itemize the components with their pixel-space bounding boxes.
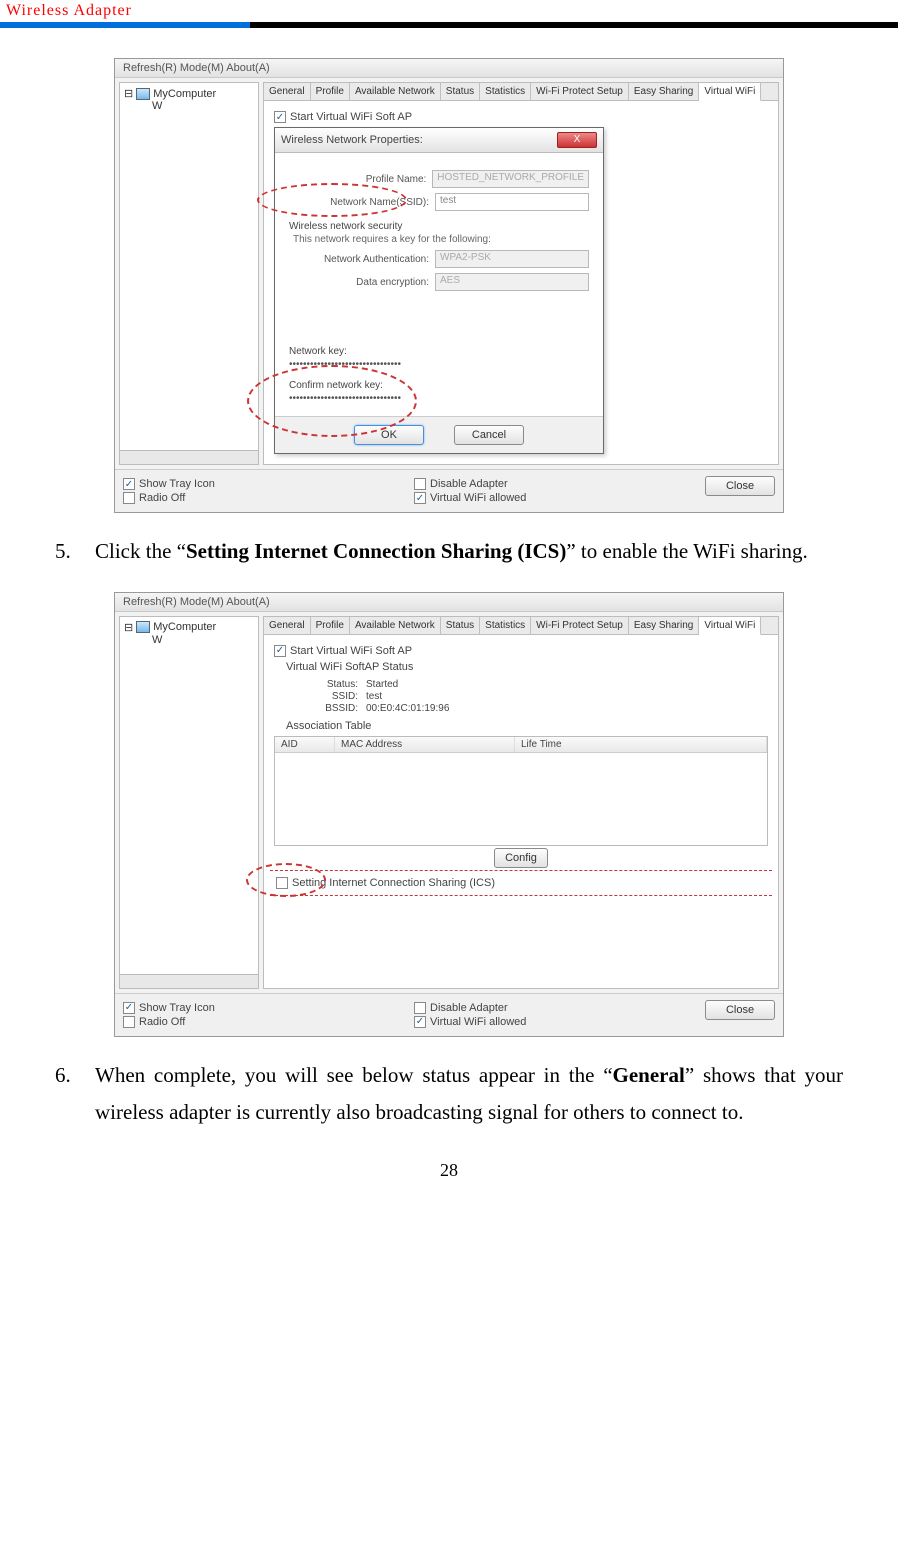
profile-name-label: Profile Name:: [289, 174, 426, 185]
ics-label: Setting Internet Connection Sharing (ICS…: [292, 877, 495, 889]
menu-bar-2: Refresh(R) Mode(M) About(A): [115, 593, 783, 612]
close-icon[interactable]: X: [557, 132, 597, 148]
tab-profile[interactable]: Profile: [311, 83, 350, 100]
tab-statistics-2[interactable]: Statistics: [480, 617, 531, 634]
header-divider: [0, 22, 898, 28]
device-tree-2: ⊟ MyComputer W: [119, 616, 259, 989]
encryption-field: AES: [435, 273, 589, 291]
screenshot-status: Refresh(R) Mode(M) About(A) ⊟ MyComputer…: [114, 592, 784, 1037]
col-mac: MAC Address: [335, 737, 515, 752]
encryption-label: Data encryption:: [289, 277, 429, 288]
close-button[interactable]: Close: [705, 476, 775, 496]
tab-general-2[interactable]: General: [264, 617, 311, 634]
checkbox-vwifi-2[interactable]: ✓: [414, 1016, 426, 1028]
step-5-number: 5.: [55, 533, 95, 570]
tab-easy[interactable]: Easy Sharing: [629, 83, 699, 100]
network-key-field[interactable]: ••••••••••••••••••••••••••••••••: [289, 359, 589, 370]
tab-status-2[interactable]: Status: [441, 617, 480, 634]
tab-general[interactable]: General: [264, 83, 311, 100]
tab-wps[interactable]: Wi-Fi Protect Setup: [531, 83, 629, 100]
auth-label: Network Authentication:: [289, 254, 429, 265]
status-ssid-label: SSID:: [298, 691, 358, 702]
checkbox-radio-2[interactable]: [123, 1016, 135, 1028]
ssid-field[interactable]: test: [435, 193, 589, 211]
tab-strip: General Profile Available Network Status…: [264, 83, 778, 101]
step-6: 6. When complete, you will see below sta…: [55, 1057, 843, 1131]
tab-available[interactable]: Available Network: [350, 83, 441, 100]
close-button-2[interactable]: Close: [705, 1000, 775, 1020]
disable-adapter-label: Disable Adapter: [430, 478, 508, 490]
tree-root: MyComputer: [153, 88, 216, 100]
checkbox-start-ap-2[interactable]: ✓: [274, 645, 286, 657]
tab-wps-2[interactable]: Wi-Fi Protect Setup: [531, 617, 629, 634]
checkbox-start-ap[interactable]: ✓: [274, 111, 286, 123]
checkbox-disable[interactable]: [414, 478, 426, 490]
page-number: 28: [55, 1160, 843, 1181]
auth-field: WPA2-PSK: [435, 250, 589, 268]
network-key-label: Network key:: [289, 346, 589, 357]
radio-off-label: Radio Off: [139, 492, 185, 504]
computer-icon: [136, 88, 150, 100]
start-ap-label-2: Start Virtual WiFi Soft AP: [290, 645, 412, 657]
tree-sub: W: [152, 100, 254, 112]
device-tree: ⊟ MyComputer W: [119, 82, 259, 465]
step-6-number: 6.: [55, 1057, 95, 1131]
config-button[interactable]: Config: [494, 848, 548, 868]
assoc-table-header: Association Table: [286, 720, 768, 732]
status-value: Started: [366, 679, 398, 690]
step-5-text: Click the “Setting Internet Connection S…: [95, 533, 843, 570]
col-life: Life Time: [515, 737, 767, 752]
vwifi-allowed-label: Virtual WiFi allowed: [430, 492, 526, 504]
tray-label: Show Tray Icon: [139, 478, 215, 490]
col-aid: AID: [275, 737, 335, 752]
computer-icon: [136, 621, 150, 633]
wireless-properties-dialog: Wireless Network Properties: X Profile N…: [274, 127, 604, 454]
dialog-title: Wireless Network Properties:: [281, 134, 423, 146]
tray-label-2: Show Tray Icon: [139, 1002, 215, 1014]
step-6-text: When complete, you will see below status…: [95, 1057, 843, 1131]
step-5: 5. Click the “Setting Internet Connectio…: [55, 533, 843, 570]
checkbox-radio[interactable]: [123, 492, 135, 504]
tab-statistics[interactable]: Statistics: [480, 83, 531, 100]
tab-virtual-wifi-2[interactable]: Virtual WiFi: [699, 617, 761, 635]
association-table: AID MAC Address Life Time: [274, 736, 768, 846]
disable-adapter-label-2: Disable Adapter: [430, 1002, 508, 1014]
checkbox-vwifi[interactable]: ✓: [414, 492, 426, 504]
cancel-button[interactable]: Cancel: [454, 425, 524, 445]
status-label: Status:: [298, 679, 358, 690]
confirm-key-field[interactable]: ••••••••••••••••••••••••••••••••: [289, 393, 589, 404]
vwifi-allowed-label-2: Virtual WiFi allowed: [430, 1016, 526, 1028]
checkbox-ics[interactable]: [276, 877, 288, 889]
start-ap-label: Start Virtual WiFi Soft AP: [290, 111, 412, 123]
checkbox-tray-2[interactable]: ✓: [123, 1002, 135, 1014]
tab-profile-2[interactable]: Profile: [311, 617, 350, 634]
status-bssid-value: 00:E0:4C:01:19:96: [366, 703, 449, 714]
tree-sub-2: W: [152, 634, 254, 646]
menu-bar: Refresh(R) Mode(M) About(A): [115, 59, 783, 78]
screenshot-dialog: Refresh(R) Mode(M) About(A) ⊟ MyComputer…: [114, 58, 784, 513]
softap-status-header: Virtual WiFi SoftAP Status: [286, 661, 768, 673]
confirm-key-label: Confirm network key:: [289, 380, 589, 391]
ok-button[interactable]: OK: [354, 425, 424, 445]
tab-strip-2: General Profile Available Network Status…: [264, 617, 778, 635]
tree-root-2: MyComputer: [153, 621, 216, 633]
tab-virtual-wifi[interactable]: Virtual WiFi: [699, 83, 761, 101]
tab-status[interactable]: Status: [441, 83, 480, 100]
status-bssid-label: BSSID:: [298, 703, 358, 714]
status-ssid-value: test: [366, 691, 382, 702]
profile-name-field: HOSTED_NETWORK_PROFILE: [432, 170, 589, 188]
tab-available-2[interactable]: Available Network: [350, 617, 441, 634]
checkbox-disable-2[interactable]: [414, 1002, 426, 1014]
security-note: This network requires a key for the foll…: [293, 234, 589, 245]
radio-off-label-2: Radio Off: [139, 1016, 185, 1028]
doc-header: Wireless Adapter: [0, 0, 898, 22]
tab-easy-2[interactable]: Easy Sharing: [629, 617, 699, 634]
ssid-label: Network Name(SSID):: [289, 197, 429, 208]
checkbox-tray[interactable]: ✓: [123, 478, 135, 490]
security-header: Wireless network security: [289, 221, 589, 232]
